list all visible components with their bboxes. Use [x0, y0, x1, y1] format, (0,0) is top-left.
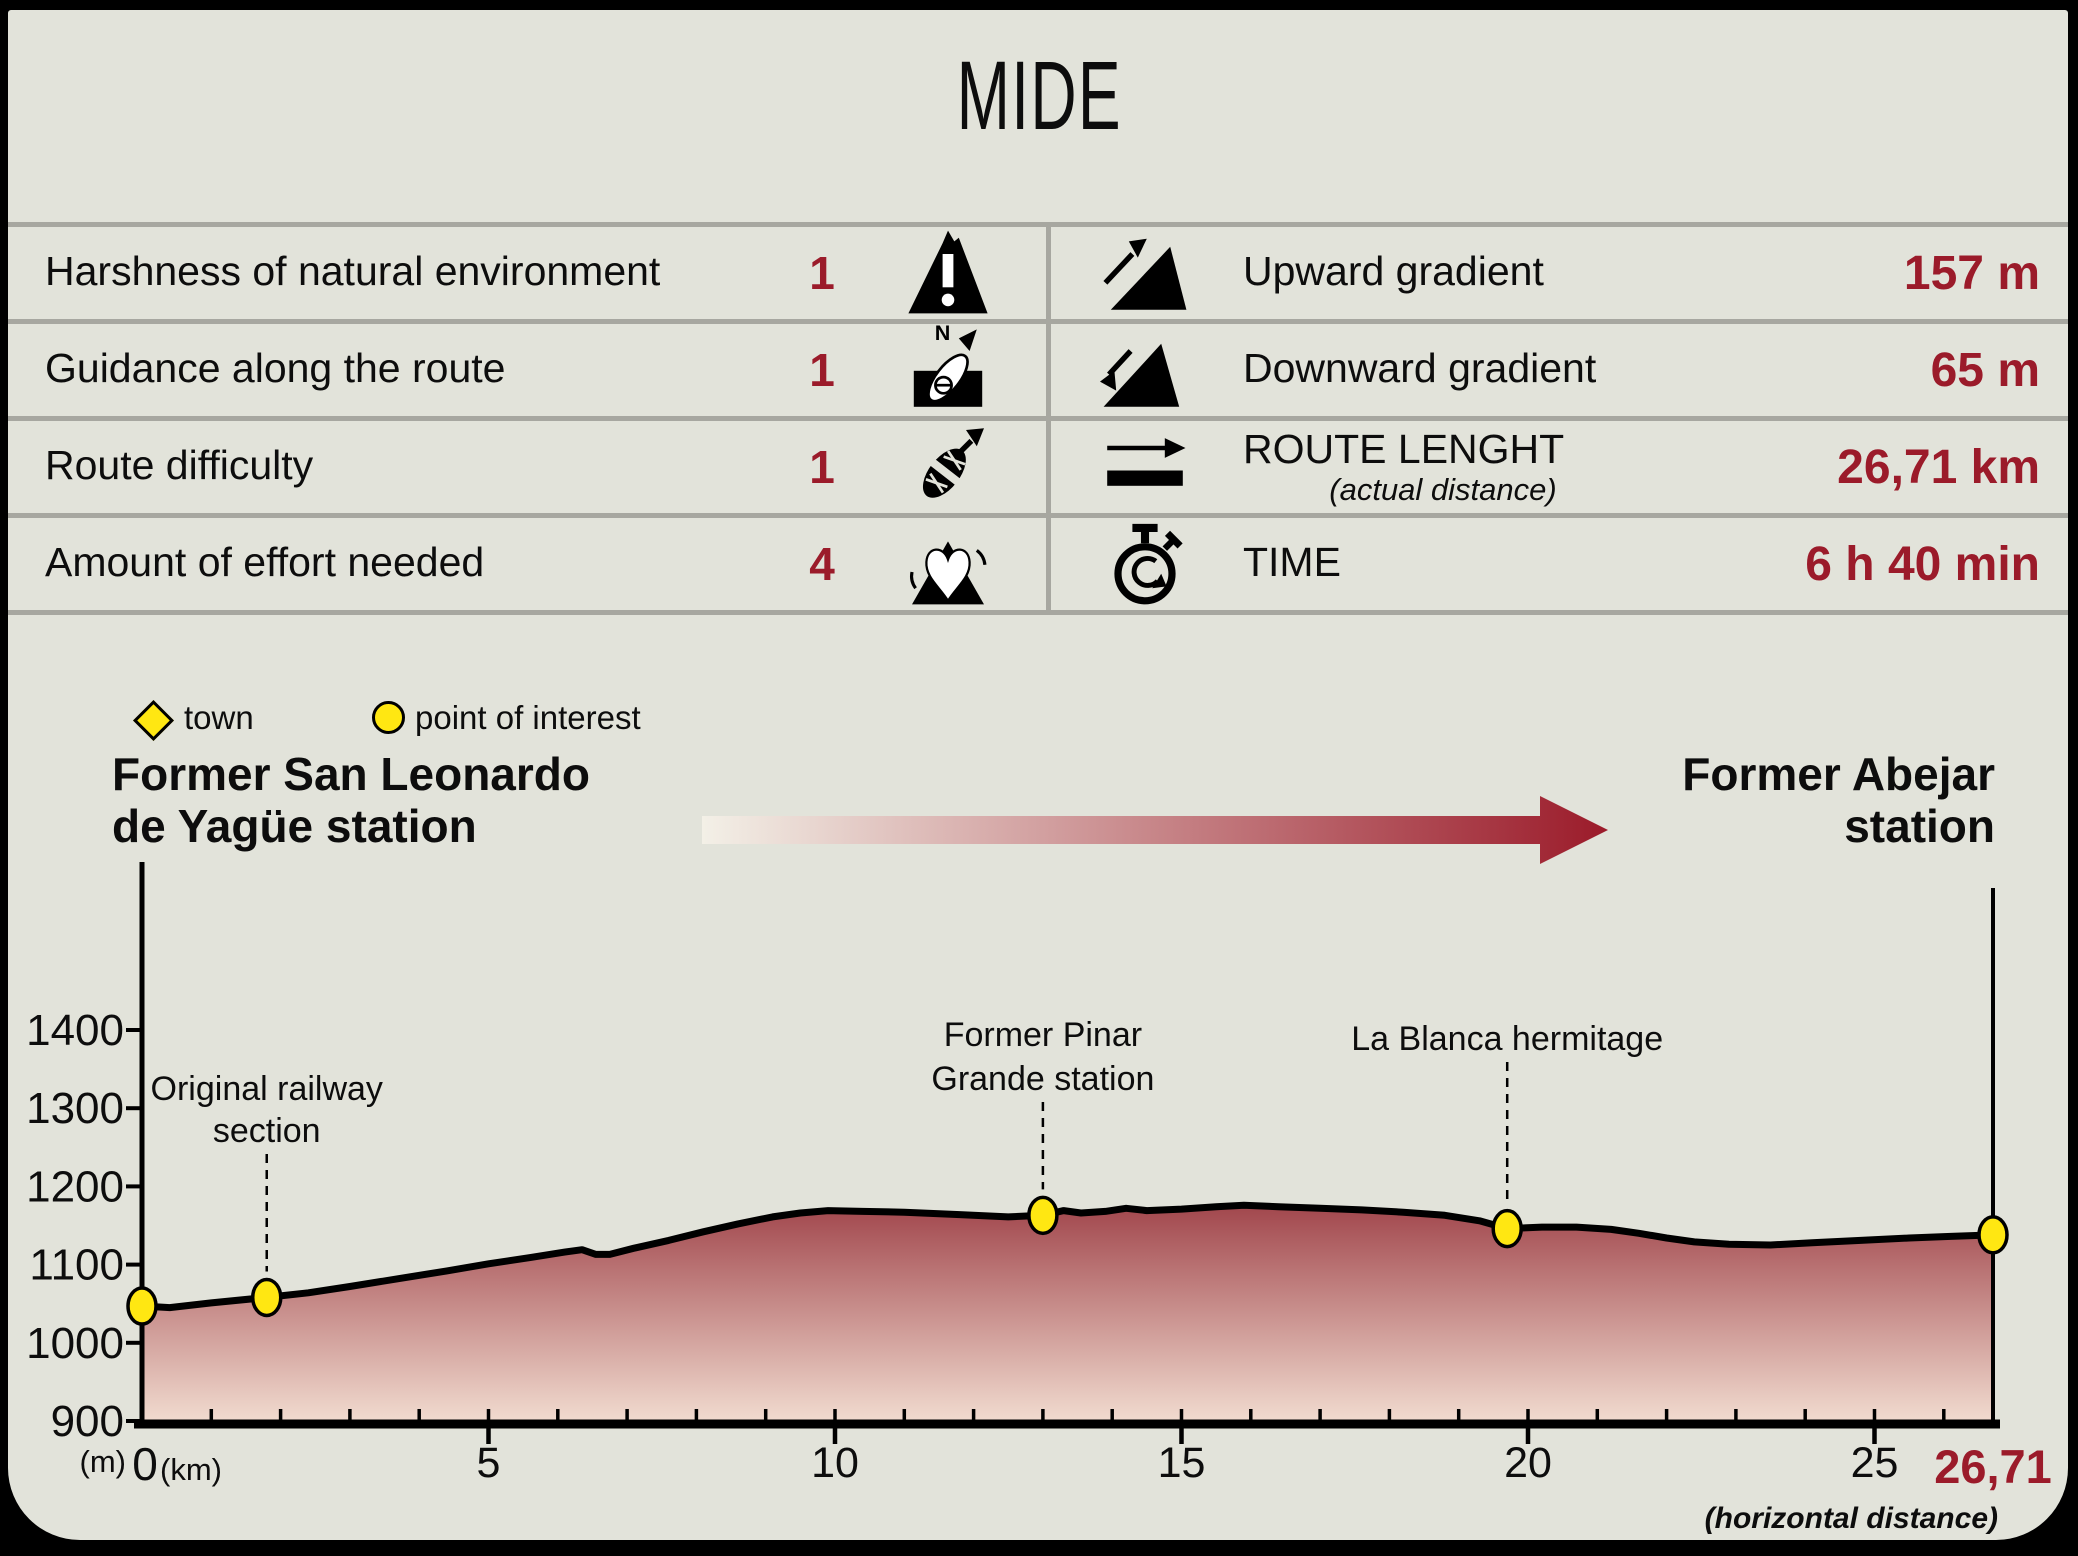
- row-value-time: 6 h 40 min: [1805, 538, 2040, 591]
- x-origin-label: 0: [132, 1438, 158, 1490]
- row-value-route-length: 26,71 km: [1837, 441, 2040, 494]
- descending-slope-icon: [1100, 324, 1190, 414]
- y-axis-unit-label: (m): [80, 1444, 126, 1479]
- ascending-slope-icon: [1100, 227, 1190, 317]
- row-label-guidance: Guidance along the route: [45, 345, 506, 391]
- y-tick-label: 1000: [26, 1319, 124, 1368]
- start-station-line2: de Yagüe station: [112, 800, 477, 852]
- row-label-difficulty: Route difficulty: [45, 442, 314, 488]
- stopwatch-icon: [1100, 518, 1190, 608]
- svg-text:N: N: [935, 324, 951, 345]
- legend-town-label: town: [184, 699, 254, 736]
- row-label-harshness: Harshness of natural environment: [45, 248, 661, 294]
- x-tick-label: 25: [1851, 1439, 1899, 1487]
- poi-annotation-label: La Blanca hermitage: [1351, 1020, 1663, 1058]
- x-axis-unit-label: (km): [160, 1452, 222, 1487]
- row-label-effort: Amount of effort needed: [45, 539, 485, 585]
- row-label-downward: Downward gradient: [1243, 345, 1597, 391]
- start-station-marker: [126, 1286, 158, 1326]
- route-direction-arrow: [702, 796, 1608, 864]
- y-tick-label: 1300: [26, 1084, 124, 1133]
- horizontal-distance-footnote: (horizontal distance): [1705, 1502, 1998, 1535]
- poi-annotation-label: Former Pinar: [944, 1016, 1142, 1054]
- point-of-interest-circle-icon: [372, 701, 405, 734]
- row-value-effort: 4: [809, 538, 835, 590]
- table-center-divider: [1046, 222, 1051, 615]
- x-tick-label: 5: [477, 1439, 501, 1487]
- row-sublabel-route-length: (actual distance): [1329, 472, 1557, 507]
- row-label-upward: Upward gradient: [1243, 248, 1544, 294]
- row-label-time: TIME: [1243, 539, 1341, 585]
- poi-annotation-label: Original railway: [151, 1070, 383, 1108]
- x-tick-label: 20: [1504, 1439, 1552, 1487]
- table-divider-1: [8, 319, 2068, 324]
- start-station-label: Former San Leonardo de Yagüe station: [112, 748, 590, 852]
- table-divider-2: [8, 416, 2068, 421]
- elevation-area: [142, 1205, 1993, 1424]
- row-value-downward: 65 m: [1930, 344, 2040, 397]
- la-blanca-marker: [1491, 1208, 1523, 1249]
- y-tick-label: 1400: [26, 1006, 124, 1055]
- y-tick-label: 1100: [29, 1241, 124, 1290]
- x-tick-label: 15: [1158, 1439, 1206, 1487]
- table-border-top: [8, 222, 2068, 227]
- x-tick-label: 10: [811, 1439, 859, 1487]
- y-tick-label: 1200: [26, 1162, 124, 1211]
- poi-annotation-label: Grande station: [931, 1060, 1154, 1098]
- original-railway-marker: [250, 1277, 283, 1318]
- end-station-line2: station: [1844, 800, 1995, 852]
- table-border-bottom: [8, 610, 2068, 615]
- elevation-line: [138, 1201, 1997, 1312]
- row-value-upward: 157 m: [1903, 247, 2040, 300]
- end-station-line1: Former Abejar: [1682, 748, 1995, 800]
- row-label-route-length: ROUTE LENGHT: [1243, 426, 1565, 472]
- end-station-marker: [1977, 1215, 2009, 1255]
- poi-annotation-label: section: [213, 1112, 321, 1150]
- heart-mountain-icon: [903, 518, 993, 608]
- row-value-difficulty: 1: [809, 441, 835, 493]
- legend-poi-label: point of interest: [415, 699, 641, 736]
- row-value-guidance: 1: [809, 344, 835, 396]
- start-station-line1: Former San Leonardo: [112, 748, 590, 800]
- pinar-grande-marker: [1027, 1195, 1059, 1236]
- table-divider-3: [8, 513, 2068, 518]
- boot-icon: [903, 421, 993, 511]
- route-length-icon: [1100, 421, 1190, 511]
- route-end-distance-label: 26,71: [1934, 1440, 2052, 1493]
- compass-icon: N: [903, 324, 993, 414]
- warning-mountain-icon: [903, 227, 993, 317]
- page-title: MIDE: [956, 41, 1122, 150]
- y-tick-label: 900: [51, 1397, 124, 1446]
- row-value-harshness: 1: [809, 247, 835, 299]
- end-station-label: Former Abejar station: [1395, 748, 1995, 852]
